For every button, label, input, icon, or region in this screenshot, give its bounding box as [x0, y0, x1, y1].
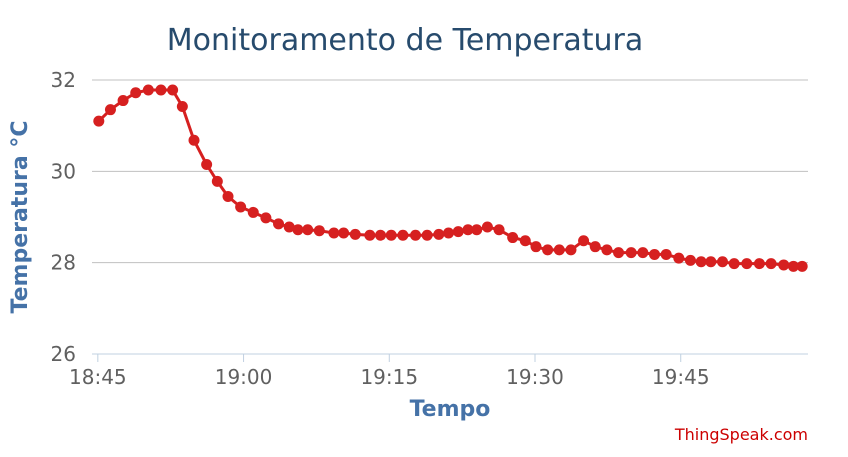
data-point[interactable]: [235, 201, 247, 213]
data-point[interactable]: [260, 212, 272, 224]
series-line: [97, 88, 804, 268]
data-point[interactable]: [130, 87, 142, 99]
data-point[interactable]: [462, 224, 474, 236]
data-point[interactable]: [188, 134, 200, 146]
y-axis-title: Temperatura °C: [8, 121, 33, 314]
data-point[interactable]: [222, 190, 234, 202]
data-point[interactable]: [433, 228, 445, 240]
x-tick-label: 19:00: [215, 365, 273, 389]
data-point[interactable]: [397, 229, 409, 241]
data-point[interactable]: [565, 244, 577, 256]
data-point[interactable]: [155, 84, 167, 96]
data-point[interactable]: [443, 227, 455, 239]
data-point[interactable]: [292, 224, 304, 236]
data-point[interactable]: [421, 229, 433, 241]
data-point[interactable]: [211, 175, 223, 187]
data-point[interactable]: [493, 224, 505, 236]
data-point[interactable]: [601, 244, 613, 256]
x-tick-label: 19:45: [652, 365, 710, 389]
data-point[interactable]: [117, 95, 129, 107]
data-point[interactable]: [589, 241, 601, 253]
data-point[interactable]: [349, 228, 361, 240]
data-point[interactable]: [471, 224, 483, 236]
data-point[interactable]: [519, 235, 531, 247]
data-point[interactable]: [375, 229, 387, 241]
data-point[interactable]: [142, 84, 154, 96]
data-point[interactable]: [530, 241, 542, 253]
data-point[interactable]: [247, 206, 259, 218]
data-point[interactable]: [364, 229, 376, 241]
credits-link[interactable]: ThingSpeak.com: [674, 425, 808, 444]
data-point[interactable]: [104, 104, 116, 116]
data-point[interactable]: [385, 229, 397, 241]
data-point[interactable]: [765, 258, 777, 270]
data-point[interactable]: [176, 100, 188, 112]
data-point[interactable]: [660, 248, 672, 260]
x-axis-title: Tempo: [410, 397, 491, 422]
data-point[interactable]: [741, 258, 753, 270]
data-point[interactable]: [753, 258, 765, 270]
y-tick-label: 28: [51, 251, 76, 275]
data-point[interactable]: [452, 226, 464, 238]
data-point[interactable]: [684, 254, 696, 266]
y-tick-label: 30: [51, 159, 76, 183]
data-point[interactable]: [778, 259, 790, 271]
data-point[interactable]: [201, 158, 213, 170]
data-point[interactable]: [507, 232, 519, 244]
data-point[interactable]: [695, 256, 707, 268]
data-point[interactable]: [167, 84, 179, 96]
data-point[interactable]: [553, 244, 565, 256]
data-point[interactable]: [796, 260, 808, 272]
data-point[interactable]: [787, 260, 799, 272]
x-tick-label: 19:15: [360, 365, 418, 389]
x-tick-label: 18:45: [69, 365, 127, 389]
data-point[interactable]: [625, 247, 637, 259]
data-point[interactable]: [673, 252, 685, 264]
data-point[interactable]: [637, 247, 649, 259]
data-point[interactable]: [578, 235, 590, 247]
data-point[interactable]: [613, 247, 625, 259]
data-point[interactable]: [649, 248, 661, 260]
data-point[interactable]: [273, 218, 285, 230]
data-point[interactable]: [705, 256, 717, 268]
data-point[interactable]: [542, 244, 554, 256]
data-point[interactable]: [283, 221, 295, 233]
y-tick-label: 26: [51, 342, 76, 366]
x-tick-label: 19:30: [506, 365, 564, 389]
chart-title: Monitoramento de Temperatura: [167, 23, 643, 58]
data-point[interactable]: [410, 229, 422, 241]
data-point[interactable]: [728, 258, 740, 270]
data-point[interactable]: [481, 221, 493, 233]
x-axis-ticks: 18:45 19:00 19:15 19:30 19:45: [69, 354, 710, 389]
series-temperatura: [93, 84, 808, 272]
y-axis-ticks: 26 28 30 32: [51, 68, 76, 366]
y-tick-label: 32: [51, 68, 76, 92]
data-point[interactable]: [338, 227, 350, 239]
data-point[interactable]: [717, 256, 729, 268]
data-point[interactable]: [93, 115, 105, 127]
data-point[interactable]: [302, 224, 314, 236]
data-point[interactable]: [313, 225, 325, 237]
data-point[interactable]: [328, 227, 340, 239]
